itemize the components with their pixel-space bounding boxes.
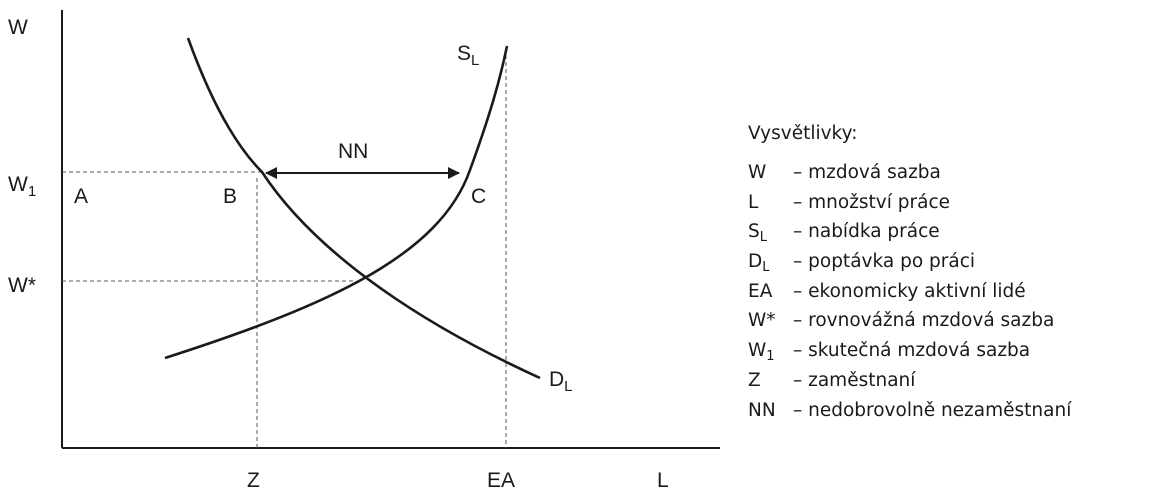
legend-description: – mzdová sazba: [793, 162, 941, 183]
labor-market-diagram: W L W1 W* Z EA A B C NN SL DL: [8, 10, 720, 492]
legend-symbol: EA: [748, 280, 773, 302]
legend: Vysvětlivky: W – mzdová sazba L – množství …: [748, 114, 1148, 425]
legend-item: W – mzdová sazba: [748, 158, 1148, 188]
legend-title: Vysvětlivky:: [748, 123, 858, 144]
legend-description: – rovnovážná mzdová sazba: [793, 310, 1055, 332]
legend-item: DL – poptávka po práci: [748, 247, 1148, 277]
legend-description: – skutečná mzdová sazba: [793, 340, 1031, 362]
legend-description: – zaměstnaní: [793, 369, 916, 391]
legend-item: SL – nabídka práce: [748, 217, 1148, 247]
legend-symbol: NN: [748, 399, 776, 421]
legend-items: W – mzdová sazba L – množství práce SL – nabí…: [748, 158, 1148, 425]
point-a-label: A: [74, 185, 88, 208]
legend-symbol: W*: [748, 310, 776, 332]
point-b-label: B: [223, 185, 237, 208]
legend-symbol: SL: [748, 221, 767, 246]
wstar-tick-label: W*: [8, 274, 36, 297]
x-axis-label: L: [657, 469, 669, 492]
w1-tick-label: W1: [8, 173, 36, 200]
legend-item: W* – rovnovážná mzdová sazba: [748, 306, 1148, 336]
legend-description: – ekonomicky aktivní lidé: [793, 280, 1026, 302]
legend-description: – nedobrovolně nezaměstnaní: [793, 399, 1072, 421]
legend-item: EA – ekonomicky aktivní lidé: [748, 277, 1148, 307]
legend-symbol: W: [748, 162, 767, 183]
y-axis-label: W: [8, 16, 28, 39]
legend-item: NN – nedobrovolně nezaměstnaní: [748, 396, 1148, 426]
ea-tick-label: EA: [487, 469, 515, 492]
legend-symbol: DL: [748, 251, 770, 276]
point-c-label: C: [471, 185, 486, 208]
z-tick-label: Z: [247, 469, 260, 492]
legend-item: W1 – skutečná mzdová sazba: [748, 336, 1148, 366]
legend-item: Z – zaměstnaní: [748, 366, 1148, 396]
legend-item: L – množství práce: [748, 188, 1148, 218]
legend-description: – poptávka po práci: [793, 251, 976, 273]
legend-description: – nabídka práce: [793, 221, 940, 243]
demand-curve-label: DL: [549, 368, 573, 395]
supply-curve: [164, 45, 509, 360]
legend-symbol: L: [748, 191, 759, 213]
legend-symbol: W1: [748, 340, 775, 365]
supply-curve-label: SL: [457, 42, 479, 69]
legend-description: – množství práce: [793, 191, 951, 213]
nn-label: NN: [338, 140, 368, 163]
legend-symbol: Z: [748, 369, 761, 391]
demand-curve: [186, 37, 541, 380]
